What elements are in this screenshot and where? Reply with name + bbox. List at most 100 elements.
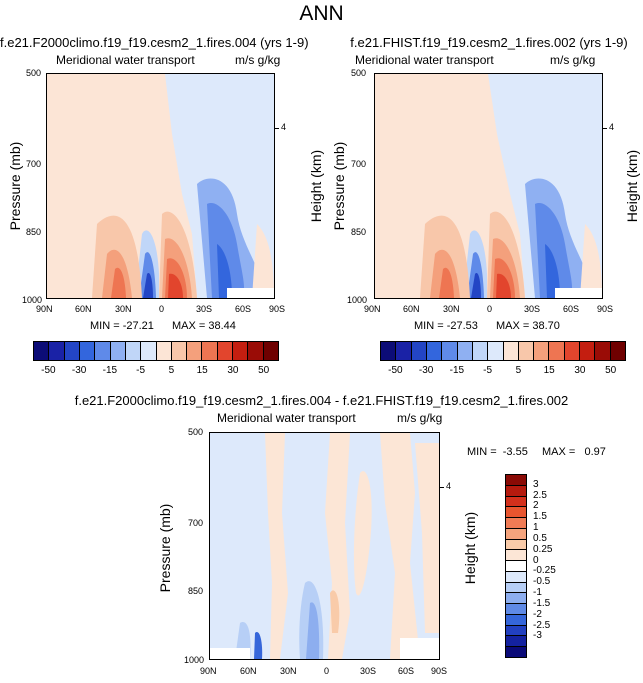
x-tick-label: 30N [443,304,460,314]
right-tick-label: 4 [281,122,287,132]
heatmap-field [47,74,274,298]
colorbar-swatch [503,342,519,360]
x-tick-label: 60S [398,666,415,676]
colorbar-swatch [506,550,526,562]
colorbar-tick-label: 15 [196,365,208,376]
colorbar-tick-label: -2.5 [533,619,551,631]
colorbar-swatch [202,342,218,360]
colorbar-swatch [610,342,625,360]
colorbar-swatch [79,342,96,360]
colorbar-swatch [488,342,504,360]
colorbar-swatch [506,571,526,583]
x-tick-label: 0 [324,666,330,676]
colorbar-tick-label: 50 [258,365,270,376]
x-tick-label: 30N [280,666,297,676]
x-tick-label: 90S [431,666,448,676]
heatmap-field [375,74,602,298]
colorbar-swatch [426,342,443,360]
chart-title: f.e21.FHIST.f19_f19.cesm2_1.fires.002 (y… [350,35,628,50]
colorbar-swatch [187,342,203,360]
colorbar-swatch [110,342,126,360]
y-tick-label: 700 [188,518,204,528]
page-title: ANN [299,2,344,25]
y-axis-label: Pressure (mb) [7,141,23,231]
colorbar-swatch [595,342,611,360]
chart-title: f.e21.F2000climo.f19_f19.cesm2_1.fires.0… [74,393,569,408]
colorbar-tick-label: 15 [543,365,555,376]
colorbar-tick-label: 30 [574,365,586,376]
colorbar-swatch [506,518,526,529]
y-tick-label: 700 [26,159,42,169]
colorbar-tick-label: 5 [168,365,175,376]
left-subtitle: Meridional water transport [355,53,494,67]
y-tick-label: 850 [188,586,204,596]
y-tick-label: 500 [188,427,204,437]
colorbar-swatch [64,342,80,360]
colorbar-swatch [506,604,526,615]
colorbar-swatch [141,342,157,360]
right-tick [603,128,607,129]
colorbar-tick-label: 0 [533,554,539,566]
heatmap-plot [374,73,603,299]
colorbar [33,341,279,361]
colorbar-tick-label: -15 [449,365,465,376]
x-tick-label: 60N [240,666,257,676]
colorbar-swatch [171,342,188,360]
y-tick-label: 700 [351,159,367,169]
colorbar-swatch [34,342,50,360]
colorbar-tick-label: 5 [515,365,522,376]
colorbar-tick-label: -50 [388,365,403,376]
x-tick-label: 90S [597,304,614,314]
colorbar-swatch [506,636,526,648]
colorbar-tick-label: -50 [41,365,56,376]
y-tick-label: 1000 [22,295,43,305]
colorbar-tick-label: -5 [136,365,146,376]
colorbar-swatch [233,342,249,360]
x-tick-label: 90N [36,304,53,314]
colorbar [505,474,527,658]
colorbar-swatch [506,647,526,658]
x-tick-label: 60N [403,304,420,314]
heatmap-plot [209,432,440,660]
right-axis-label: Height (km) [624,149,640,223]
y-tick-label: 850 [351,227,367,237]
min-label: MIN = -27.53 [414,320,478,332]
max-label: MAX = 0.97 [542,446,606,458]
y-tick-label: 850 [26,227,42,237]
colorbar-tick-label: 0.25 [533,543,553,555]
colorbar-swatch [506,475,526,486]
chart-title: f.e21.F2000climo.f19_f19.cesm2_1.fires.0… [0,35,309,50]
colorbar-swatch [506,561,526,572]
x-tick-label: 30S [524,304,541,314]
max-label: MAX = 38.70 [496,320,560,332]
colorbar-swatch [534,342,550,360]
colorbar-swatch [506,496,526,508]
x-tick-label: 30S [196,304,213,314]
colorbar-swatch [472,342,489,360]
right-tick [275,128,279,129]
right-axis-label: Height (km) [462,511,478,585]
colorbar-tick-label: 0.5 [533,532,547,544]
colorbar-tick-label: -30 [71,365,87,376]
right-axis-label: Height (km) [308,149,324,223]
colorbar-swatch [506,528,526,540]
colorbar-tick-label: 30 [227,365,239,376]
colorbar-swatch [580,342,596,360]
y-tick-label: 1000 [184,655,205,665]
x-tick-label: 30S [360,666,377,676]
colorbar-tick-label: 2 [533,500,539,512]
colorbar-tick-label: 3 [533,478,539,490]
colorbar-swatch [396,342,412,360]
colorbar-tick-label: 2.5 [533,489,547,501]
right-tick-label: 4 [446,481,452,491]
colorbar-tick-label: -15 [102,365,118,376]
min-label: MIN = -3.55 [467,446,528,458]
x-tick-label: 90N [200,666,217,676]
colorbar-tick-label: 1.5 [533,511,547,523]
x-tick-label: 0 [487,304,493,314]
right-tick [440,487,444,488]
colorbar-swatch [457,342,473,360]
right-subtitle: m/s g/kg [397,411,443,425]
right-subtitle: m/s g/kg [550,53,596,67]
min-label: MIN = -27.21 [90,320,154,332]
